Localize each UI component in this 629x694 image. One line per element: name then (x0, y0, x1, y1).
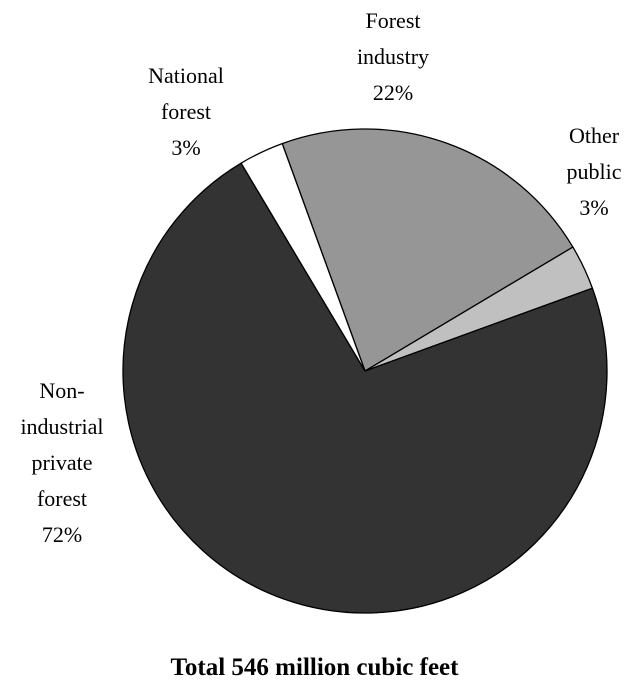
slice-label-3: National forest 3% (148, 63, 224, 160)
slice-name-line: National (148, 63, 224, 88)
chart-footer-total: Total 546 million cubic feet (170, 654, 459, 681)
slice-name-line: forest (37, 486, 87, 511)
slice-value-label: 72% (42, 522, 82, 547)
pie-slices (122, 128, 608, 614)
slice-name-line: forest (161, 99, 211, 124)
slice-name-line: Non- (39, 378, 84, 403)
slice-label-1: Other public 3% (567, 123, 622, 220)
slice-name-line: private (31, 450, 92, 475)
pie-slice-3 (240, 142, 366, 372)
pie-slice-0 (281, 128, 574, 372)
slice-labels: Forest industry 22% Other public 3% Non-indust… (20, 8, 621, 547)
slice-name-line: public (567, 159, 622, 184)
slice-name-line: Forest (366, 8, 421, 33)
slice-name-line: Other (569, 123, 620, 148)
slice-name-line: industrial (20, 414, 103, 439)
slice-label-2: Non-industrial private forest 72% (20, 378, 103, 547)
slice-value-label: 3% (171, 135, 200, 160)
slice-value-label: 3% (579, 195, 608, 220)
slice-name-line: industry (357, 44, 429, 69)
slice-value-label: 22% (373, 80, 413, 105)
slice-label-0: Forest industry 22% (357, 8, 429, 105)
pie-slice-2 (122, 162, 608, 614)
